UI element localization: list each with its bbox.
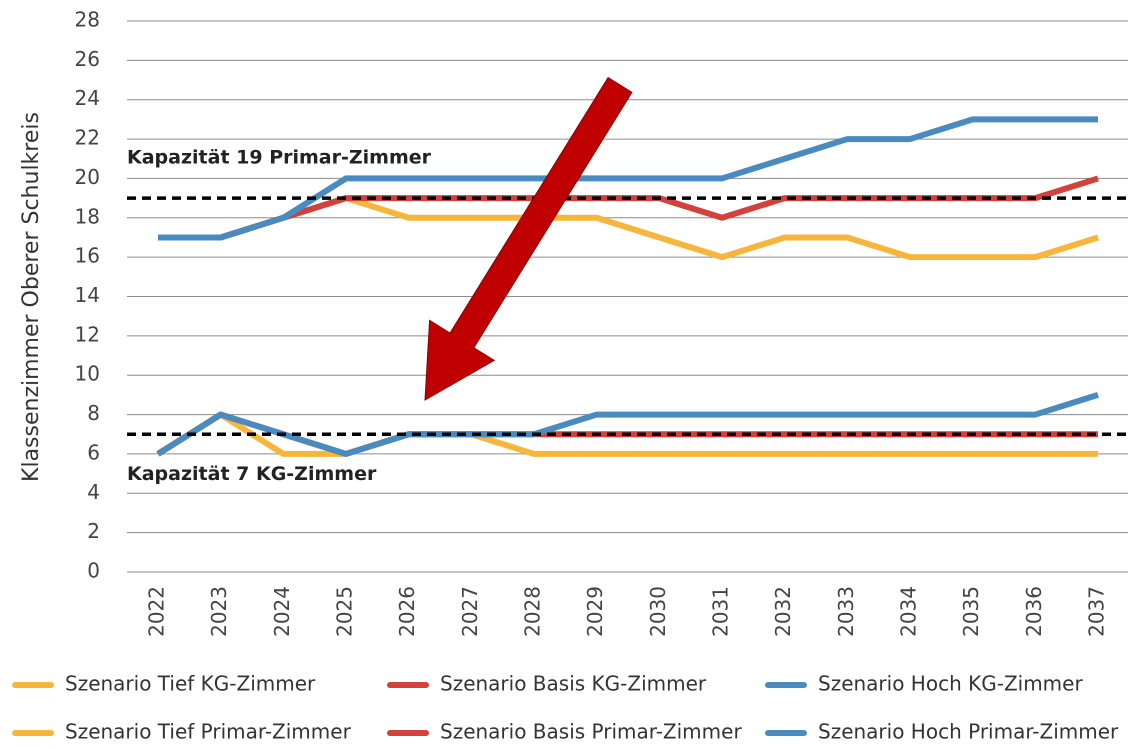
reference-label: Kapazität 7 KG-Zimmer [127,463,377,485]
x-tick-label: 2022 [145,586,169,637]
x-tick-label: 2028 [521,586,545,637]
y-tick-label: 2 [87,519,100,543]
y-tick-label: 8 [87,401,100,425]
y-axis-label: Klassenzimmer Oberer Schulkreis [19,112,44,482]
y-tick-label: 28 [75,8,100,32]
y-tick-label: 26 [75,47,100,71]
legend-label: Szenario Tief Primar-Zimmer [65,720,352,744]
legend-label: Szenario Hoch Primar-Zimmer [818,720,1119,744]
series-line [156,411,1098,457]
x-tick-label: 2030 [646,586,670,637]
x-tick-label: 2023 [207,586,231,637]
y-tick-label: 18 [75,204,100,228]
x-tick-label: 2025 [333,586,357,637]
legend-label: Szenario Basis KG-Zimmer [440,672,707,696]
x-tick-label: 2033 [834,586,858,637]
y-tick-label: 6 [87,440,100,464]
y-tick-label: 0 [87,559,100,583]
y-tick-label: 10 [75,362,100,386]
legend-label: Szenario Tief KG-Zimmer [65,672,316,696]
x-tick-label: 2026 [395,586,419,637]
y-tick-label: 14 [75,283,100,307]
x-tick-label: 2027 [458,586,482,637]
series-line [156,392,1099,457]
y-tick-label: 22 [75,126,100,150]
x-tick-label: 2035 [959,586,983,637]
x-tick-label: 2034 [897,586,921,637]
arrow [424,76,633,401]
x-tick-label: 2036 [1022,586,1046,637]
y-tick-label: 20 [75,165,100,189]
x-tick-label: 2031 [709,586,733,637]
y-tick-label: 4 [87,480,100,504]
legend-label: Szenario Hoch KG-Zimmer [818,672,1083,696]
legend-label: Szenario Basis Primar-Zimmer [440,720,742,744]
x-tick-label: 2032 [771,586,795,637]
x-tick-label: 2029 [583,586,607,637]
reference-label: Kapazität 19 Primar-Zimmer [127,147,432,169]
x-tick-label: 2024 [270,586,294,637]
y-tick-label: 16 [75,244,100,268]
y-tick-label: 12 [75,322,100,346]
x-tick-label: 2037 [1085,586,1109,637]
y-tick-label: 24 [75,86,100,110]
